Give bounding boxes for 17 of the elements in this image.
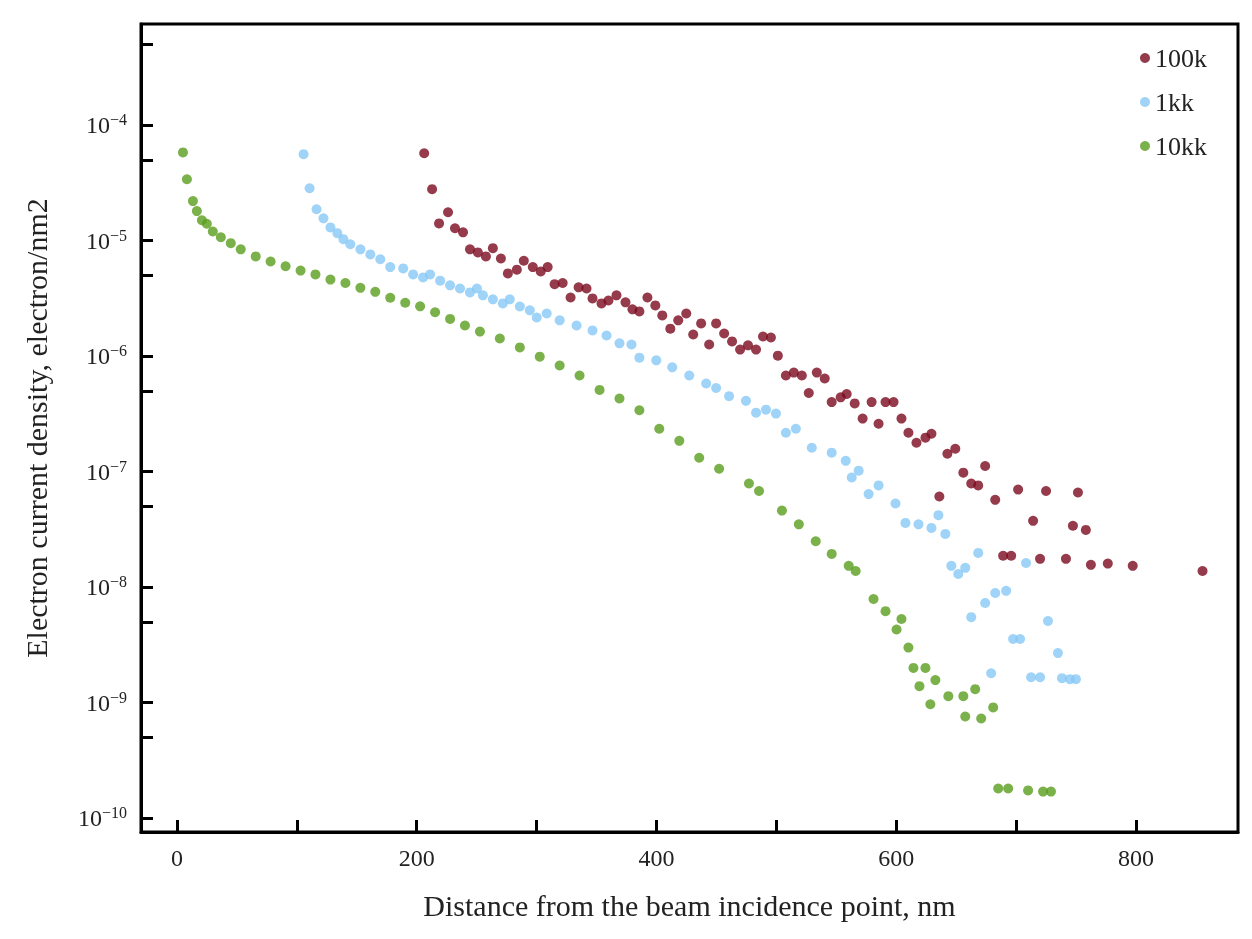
x-tick-label: 200 [398,845,435,871]
x-tick-label: 400 [638,845,675,871]
legend-label: 10kk [1155,131,1207,161]
legend-label: 1kk [1155,87,1194,117]
y-tick-label: 10$^{−5}$ [85,226,127,254]
y-tick-label: 10$^{−4}$ [85,110,127,139]
x-tick-label: 0 [170,845,183,871]
y-tick-label: 10$^{−8}$ [85,572,127,601]
y-axis-title: Electron current density, electron/nm2 [19,198,53,658]
y-tick-label: 10$^{−6}$ [85,341,127,370]
y-tick-label: 10$^{−9}$ [85,688,127,716]
x-tick-label: 800 [1118,845,1155,871]
x-axis-title: Distance from the beam incidence point, nm [423,888,956,922]
y-tick-label: 10$^{−10}$ [77,803,127,832]
y-tick-label: 10$^{−7}$ [85,457,127,485]
legend-label: 100k [1155,43,1207,73]
x-tick-label: 600 [878,845,915,871]
